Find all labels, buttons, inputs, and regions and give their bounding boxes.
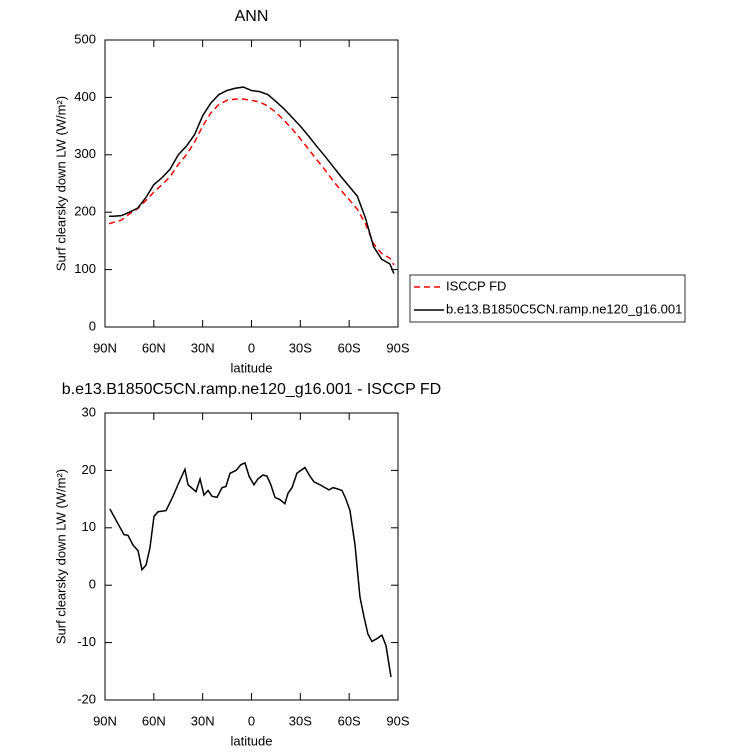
- x-tick-label: 90N: [93, 340, 117, 355]
- x-tick-label: 30N: [191, 340, 215, 355]
- y-axis-label: Surf clearsky down LW (W/m²): [53, 469, 68, 644]
- legend-box: [409, 274, 686, 323]
- y-tick-label: 100: [74, 261, 96, 276]
- x-tick-label: 0: [248, 340, 255, 355]
- y-tick-label: 200: [74, 204, 96, 219]
- plot-frame: [104, 39, 399, 328]
- x-tick-label: 0: [248, 713, 255, 728]
- y-tick-label: -20: [77, 691, 96, 706]
- x-tick-label: 30S: [289, 713, 312, 728]
- y-tick-label: 500: [74, 31, 96, 46]
- x-axis-label: latitude: [231, 360, 273, 375]
- x-tick-label: 90N: [93, 713, 117, 728]
- y-tick-label: 10: [82, 519, 96, 534]
- x-tick-label: 60N: [142, 713, 166, 728]
- x-axis-label: latitude: [231, 733, 273, 748]
- data-line: [109, 86, 395, 274]
- y-tick-label: 300: [74, 146, 96, 161]
- x-tick-label: 60S: [338, 713, 361, 728]
- x-tick-label: 90S: [386, 713, 409, 728]
- y-tick-label: 30: [82, 404, 96, 419]
- y-tick-label: 0: [89, 577, 96, 592]
- y-tick-label: -10: [77, 634, 96, 649]
- y-tick-label: 400: [74, 89, 96, 104]
- chart-title: b.e13.B1850C5CN.ramp.ne120_g16.001 - ISC…: [62, 381, 441, 398]
- data-line: [108, 98, 395, 266]
- x-tick-label: 90S: [386, 340, 409, 355]
- y-tick-label: 20: [82, 462, 96, 477]
- x-tick-label: 30N: [191, 713, 215, 728]
- legend-label: ISCCP FD: [446, 278, 506, 293]
- x-tick-label: 60N: [142, 340, 166, 355]
- chart-title: ANN: [235, 8, 269, 25]
- plot-frame: [104, 412, 399, 701]
- y-axis-label: Surf clearsky down LW (W/m²): [53, 96, 68, 271]
- data-line: [109, 461, 392, 678]
- x-tick-label: 60S: [338, 340, 361, 355]
- x-tick-label: 30S: [289, 340, 312, 355]
- y-tick-label: 0: [89, 318, 96, 333]
- legend-label: b.e13.B1850C5CN.ramp.ne120_g16.001: [446, 301, 682, 316]
